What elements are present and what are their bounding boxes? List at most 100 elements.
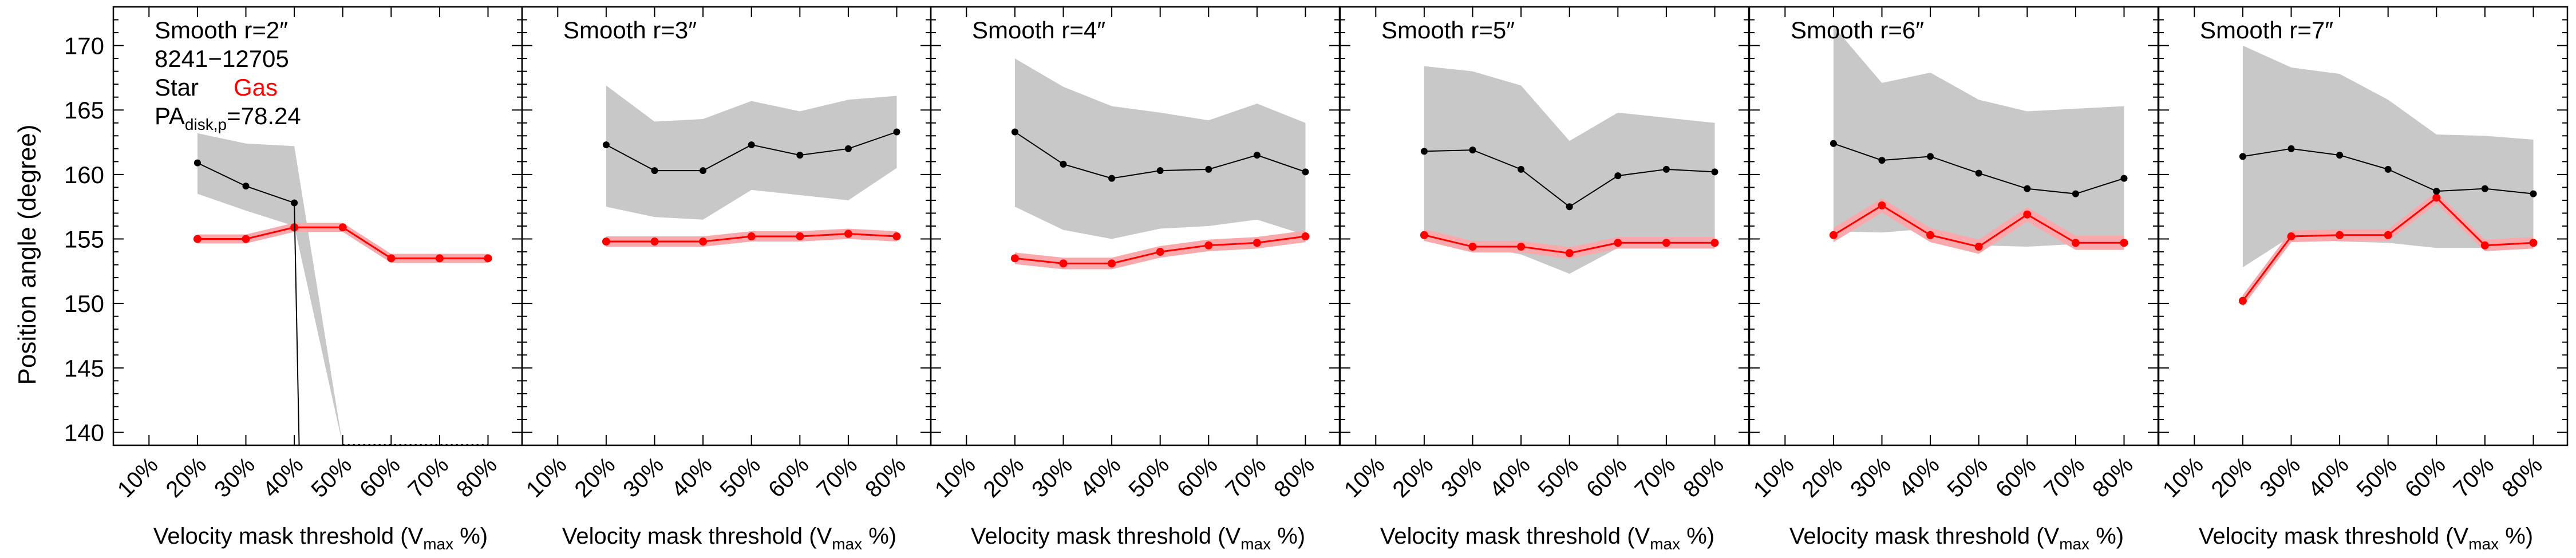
x-axis-label: Velocity mask threshold (Vmax %) xyxy=(2199,524,2533,553)
x-tick-label: 70% xyxy=(404,452,454,502)
gas-point xyxy=(2529,239,2538,247)
legend-gas: Gas xyxy=(234,74,278,101)
x-tick-label: 20% xyxy=(2207,452,2257,502)
x-tick-label: 40% xyxy=(1485,452,1535,502)
x-tick-label: 20% xyxy=(979,452,1029,502)
x-tick-label: 30% xyxy=(1027,452,1077,502)
plot-area xyxy=(2238,45,2538,307)
x-tick-label: 20% xyxy=(161,452,212,502)
y-tick-label: 155 xyxy=(64,226,104,253)
star-point xyxy=(700,167,707,175)
chart-panels: 14014515015516016517010%20%30%40%50%60%7… xyxy=(64,6,2569,553)
gas-point xyxy=(796,232,804,241)
gas-point xyxy=(1829,231,1838,239)
plot-area xyxy=(1420,66,1719,274)
plot-area xyxy=(1829,26,2128,254)
chart-panel-5: 10%20%30%40%50%60%70%80% Velocity mask th… xyxy=(1748,6,2159,553)
gas-point xyxy=(1565,249,1574,258)
plot-area xyxy=(1010,58,1310,270)
gas-point xyxy=(1710,239,1719,247)
star-point xyxy=(651,167,658,175)
x-tick-label: 70% xyxy=(812,452,863,502)
star-point xyxy=(2287,145,2295,152)
y-tick-label: 160 xyxy=(64,161,104,188)
gas-point xyxy=(650,238,659,246)
x-tick-label: 50% xyxy=(1533,452,1583,502)
x-tick-label: 70% xyxy=(2040,452,2090,502)
chart-panel-3: 10%20%30%40%50%60%70%80% Velocity mask th… xyxy=(930,6,1341,553)
chart-panel-2: 10%20%30%40%50%60%70%80% Velocity mask th… xyxy=(521,6,932,553)
gas-point xyxy=(484,254,492,263)
star-point xyxy=(1156,167,1164,175)
star-point xyxy=(1830,140,1837,147)
x-tick-label: 50% xyxy=(2352,452,2402,502)
x-tick-label: 10% xyxy=(1749,452,1799,502)
y-axis-label: Position angle (degree) xyxy=(13,125,41,385)
x-tick-label: 10% xyxy=(930,452,981,502)
star-point xyxy=(2120,175,2128,182)
x-axis-label: Velocity mask threshold (Vmax %) xyxy=(1380,524,1714,553)
star-series-line xyxy=(197,162,300,445)
x-tick-label: 20% xyxy=(570,452,621,502)
x-axis-label: Velocity mask threshold (Vmax %) xyxy=(971,524,1305,553)
panel-title: Smooth r=4″ xyxy=(972,17,1105,43)
x-tick-label: 30% xyxy=(210,452,260,502)
gas-point xyxy=(1108,259,1116,268)
x-tick-label: 30% xyxy=(1436,452,1487,502)
panel-title: Smooth r=5″ xyxy=(1381,17,1515,43)
star-point xyxy=(893,128,900,136)
star-point xyxy=(1518,165,1525,173)
panel-title: Smooth r=6″ xyxy=(1791,17,1924,43)
gas-point xyxy=(1926,231,1935,239)
star-point xyxy=(1469,147,1476,154)
x-tick-label: 40% xyxy=(2304,452,2354,502)
star-uncertainty-band xyxy=(2242,45,2534,268)
x-tick-label: 40% xyxy=(1076,452,1126,502)
star-point xyxy=(1420,148,1428,155)
gas-point xyxy=(2238,296,2247,305)
x-tick-label: 60% xyxy=(764,452,814,502)
y-tick-label: 145 xyxy=(64,355,104,382)
x-tick-label: 60% xyxy=(1991,452,2041,502)
gas-point xyxy=(2384,231,2392,239)
x-tick-label: 50% xyxy=(1942,452,1993,502)
galaxy-id: 8241−12705 xyxy=(155,45,289,72)
star-point xyxy=(602,141,610,149)
star-uncertainty-band xyxy=(197,133,343,445)
gas-point xyxy=(1468,243,1477,251)
x-tick-label: 20% xyxy=(1388,452,1439,502)
star-point xyxy=(1975,169,1982,177)
chart-panel-1: 140 145 150 155 160 165 170 10%20%30%40%50%60%7… xyxy=(64,6,523,553)
gas-point xyxy=(602,238,610,246)
gas-point xyxy=(2287,232,2296,241)
gas-point xyxy=(2336,231,2344,239)
gas-point xyxy=(2480,241,2489,250)
x-tick-label: 80% xyxy=(1269,452,1319,502)
star-point xyxy=(1205,165,1212,173)
x-tick-label: 80% xyxy=(2497,452,2547,502)
x-tick-label: 70% xyxy=(1221,452,1271,502)
x-tick-label: 80% xyxy=(2088,452,2138,502)
gas-point xyxy=(1974,243,1983,251)
x-tick-label: 10% xyxy=(2158,452,2208,502)
x-tick-label: 80% xyxy=(1678,452,1729,502)
gas-point xyxy=(242,235,250,243)
x-tick-label: 60% xyxy=(2400,452,2451,502)
gas-point xyxy=(1420,231,1428,239)
panel-frame xyxy=(521,6,932,446)
gas-point xyxy=(1059,259,1068,268)
x-tick-label: 10% xyxy=(1340,452,1390,502)
gas-point xyxy=(1204,241,1213,250)
x-tick-label: 60% xyxy=(1582,452,1632,502)
gas-point xyxy=(2023,210,2032,219)
x-tick-label: 10% xyxy=(113,452,163,502)
gas-point xyxy=(1010,254,1019,263)
panel-title: Smooth r=3″ xyxy=(563,17,697,43)
star-uncertainty-band xyxy=(1424,66,1715,274)
x-tick-label: 30% xyxy=(2255,452,2305,502)
y-tick-label: 170 xyxy=(64,33,104,60)
gas-point xyxy=(1156,248,1164,256)
chart-panel-4: 10%20%30%40%50%60%70%80% Velocity mask th… xyxy=(1339,6,1750,553)
star-point xyxy=(1108,175,1116,182)
x-tick-label: 40% xyxy=(258,452,309,502)
